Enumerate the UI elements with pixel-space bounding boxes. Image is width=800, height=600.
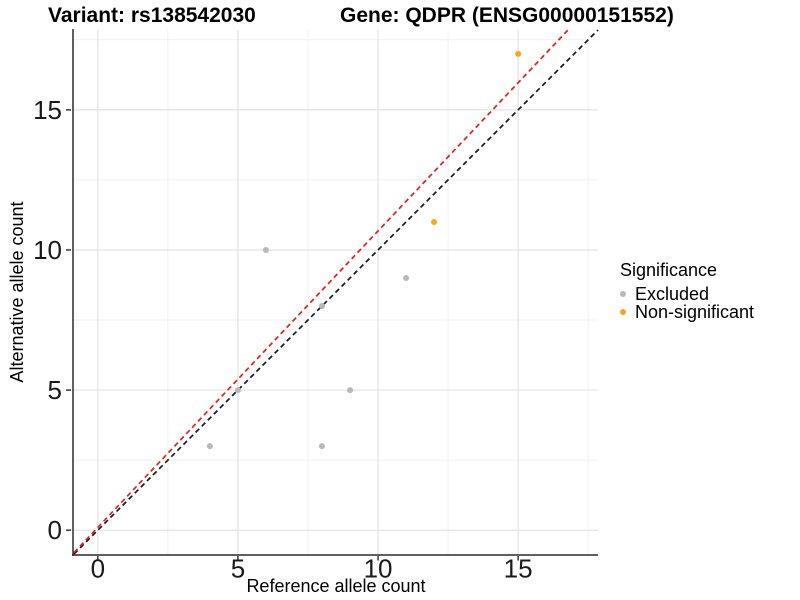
y-tick-label: 15 xyxy=(33,95,62,125)
x-tick-label: 15 xyxy=(504,554,533,584)
x-tick-label: 5 xyxy=(231,554,245,584)
legend-entry-non-significant: Non-significant xyxy=(620,301,755,322)
y-tick-label: 0 xyxy=(48,515,62,545)
x-tick-label: 10 xyxy=(364,554,393,584)
legend-key-dot-excluded xyxy=(620,291,626,297)
point-excluded xyxy=(318,303,325,310)
y-tick-label: 5 xyxy=(48,375,62,405)
identity-line xyxy=(73,29,599,555)
point-excluded xyxy=(234,387,241,394)
point-non-significant xyxy=(515,50,522,57)
y-axis-title: Alternative allele count xyxy=(7,201,27,383)
legend: Significance Excluded Non-significant xyxy=(620,260,755,322)
point-excluded xyxy=(318,443,325,450)
point-excluded xyxy=(403,274,410,281)
legend-entry-label: Excluded xyxy=(635,283,710,304)
gene-title: Gene: QDPR (ENSG00000151552) xyxy=(340,4,674,27)
legend-title: Significance xyxy=(620,260,718,280)
point-excluded xyxy=(347,387,354,394)
x-tick-label: 0 xyxy=(91,554,105,584)
point-non-significant xyxy=(431,218,438,225)
y-tick-label: 10 xyxy=(33,235,62,265)
legend-entries: Excluded Non-significant xyxy=(620,283,755,322)
legend-entry-label: Non-significant xyxy=(635,301,755,322)
variant-title: Variant: rs138542030 xyxy=(48,4,256,27)
point-excluded xyxy=(262,246,269,253)
point-excluded xyxy=(206,443,213,450)
legend-key-dot-non-significant xyxy=(620,309,626,315)
legend-entry-excluded: Excluded xyxy=(620,283,754,304)
x-axis-title: Reference allele count xyxy=(246,576,426,596)
